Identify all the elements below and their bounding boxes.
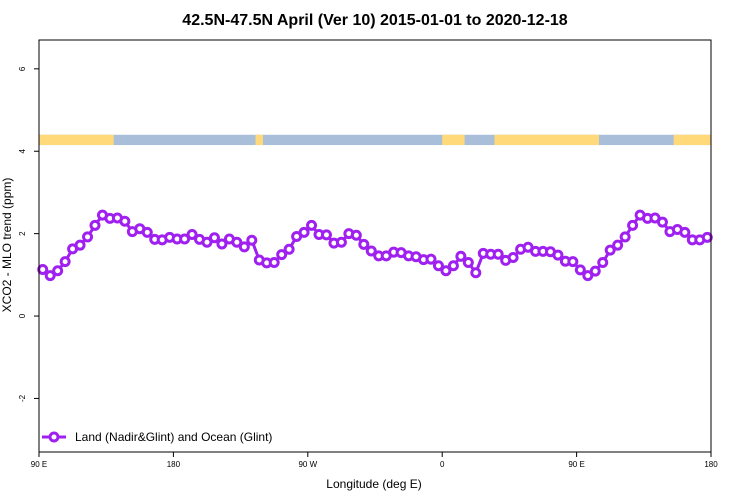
data-point [141, 226, 153, 238]
data-point [432, 260, 444, 272]
data-point [89, 219, 101, 231]
data-point [365, 245, 377, 257]
data-point [440, 265, 452, 277]
y-tick-label: 2 [18, 231, 27, 236]
y-tick-label: -2 [18, 394, 27, 402]
data-point [119, 215, 131, 227]
data-point [268, 256, 280, 268]
data-point [74, 239, 86, 251]
data-point [462, 256, 474, 268]
data-point [656, 216, 668, 228]
x-tick-label: 90 E [31, 460, 47, 469]
legend: Land (Nadir&Glint) and Ocean (Glint) [42, 430, 272, 444]
x-axis: 90 E 180 90 W 0 90 E 180 [31, 452, 718, 469]
data-point [44, 270, 56, 282]
data-point [455, 250, 467, 262]
x-tick-label: 180 [167, 460, 181, 469]
data-point [627, 219, 639, 231]
data-point [82, 231, 94, 243]
chart-title: 42.5N-47.5N April (Ver 10) 2015-01-01 to… [182, 12, 568, 29]
data-point [612, 239, 624, 251]
land-segment [255, 134, 263, 146]
data-point [470, 267, 482, 279]
data-point [238, 241, 250, 253]
data-point [447, 260, 459, 272]
x-tick-label: 90 E [568, 460, 584, 469]
x-tick-label: 0 [440, 460, 445, 469]
data-point [701, 231, 713, 243]
land-segment [39, 134, 114, 146]
x-tick-label: 90 W [298, 460, 317, 469]
data-point [567, 256, 579, 268]
data-point [507, 252, 519, 264]
land-segment [673, 134, 711, 146]
land-segment [494, 134, 599, 146]
legend-marker [48, 431, 60, 443]
y-tick-label: 6 [18, 66, 27, 71]
data-point [619, 231, 631, 243]
data-point [350, 229, 362, 241]
data-point [358, 238, 370, 250]
data-point [604, 244, 616, 256]
data-point [276, 249, 288, 261]
data-point [283, 243, 295, 255]
data-point [208, 232, 220, 244]
ocean-band [39, 134, 711, 146]
x-tick-label: 180 [704, 460, 718, 469]
data-point [597, 256, 609, 268]
land-segment [442, 134, 465, 146]
data-point [216, 238, 228, 250]
data-point [306, 219, 318, 231]
x-axis-label: Longitude (deg E) [326, 477, 421, 491]
y-tick-label: 0 [18, 313, 27, 318]
data-point [492, 248, 504, 260]
data-point [298, 226, 310, 238]
data-point [52, 265, 64, 277]
data-point [425, 253, 437, 265]
y-tick-label: 4 [18, 148, 27, 153]
data-point [589, 265, 601, 277]
data-point [582, 270, 594, 282]
legend-label: Land (Nadir&Glint) and Ocean (Glint) [75, 430, 272, 444]
data-point [335, 236, 347, 248]
plot-area [37, 209, 713, 282]
data-point [201, 236, 213, 248]
data-point [186, 228, 198, 240]
data-point [679, 226, 691, 238]
data-point [231, 236, 243, 248]
data-point [320, 229, 332, 241]
plot-frame [38, 39, 712, 453]
data-point [574, 264, 586, 276]
y-axis-label: XCO2 - MLO trend (ppm) [0, 178, 14, 313]
data-point [179, 233, 191, 245]
land-ocean-band [39, 134, 711, 146]
y-axis: -2 0 2 4 6 [18, 66, 39, 402]
data-point [246, 234, 258, 246]
data-point [37, 263, 49, 275]
data-point [59, 256, 71, 268]
data-point [552, 249, 564, 261]
